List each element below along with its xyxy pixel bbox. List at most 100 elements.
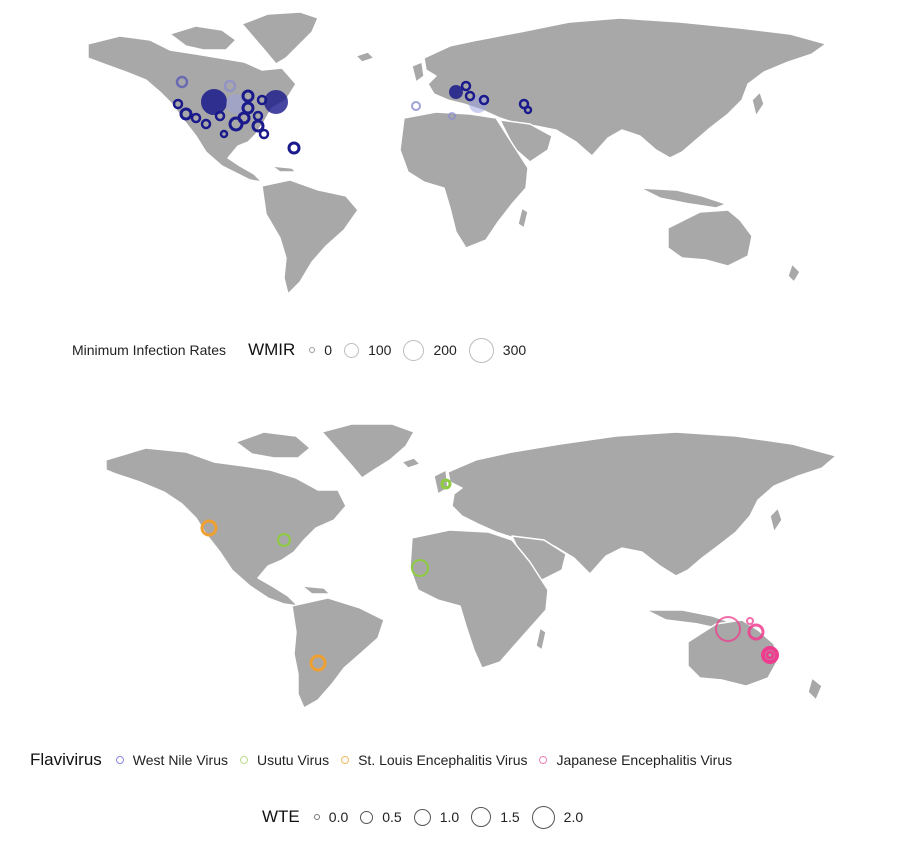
legend-title: WMIR [248,340,296,359]
new-zealand [807,677,823,701]
legend-title: WTE [262,807,300,826]
wnv-point [411,101,421,111]
color-circle-icon [341,756,350,764]
wnv-point [449,85,463,99]
madagascar [517,207,529,229]
iceland [401,457,421,469]
landmass-layer [87,11,827,295]
wnv-point [214,110,226,122]
wnv-point [200,118,212,130]
flavivirus-legend: Flavivirus West Nile Virus Usutu Virus S… [30,748,744,772]
size-key-label: 1.0 [439,809,460,825]
north-america [105,447,347,607]
size-key-label: 300 [502,342,527,358]
wnv-point [523,105,533,115]
size-circle-icon [403,339,425,361]
virus-key-item: Usutu Virus [239,752,330,768]
wte-legend: WTE 0.0 0.5 1.0 1.5 2.0 [262,804,595,830]
world-map-infection-rates [87,11,827,295]
size-circle-icon [309,347,316,353]
size-key-label: 200 [433,342,457,358]
caribbean [301,585,331,595]
size-circle-icon [344,342,360,358]
japan [751,91,765,117]
arctic-islands [169,25,237,51]
new-zealand [787,263,801,283]
virus-key-item: St. Louis Encephalitis Virus [341,752,527,768]
wnv-point [448,112,456,120]
wnv-point [223,79,237,93]
size-key-item: 0 [309,342,332,358]
size-key-item: 100 [344,342,391,358]
world-map-flavivirus [105,423,837,709]
color-circle-icon [539,756,548,764]
wnv-point [518,98,530,110]
size-key-item: 1.5 [471,807,520,827]
size-key-label: 2.0 [563,809,584,825]
wnv-point [264,90,288,114]
virus-key-label: Usutu Virus [256,752,330,768]
australia [667,209,753,267]
south-america [291,597,385,709]
wnv-point [478,94,490,106]
size-circle-icon [313,814,320,820]
greenland [241,11,319,65]
wnv-point [172,98,184,110]
st-louis-point [200,519,218,537]
arctic-islands [235,431,311,459]
size-key-item: 200 [403,339,457,361]
usutu-point [440,478,452,490]
madagascar [535,627,547,651]
virus-key-label: St. Louis Encephalitis Virus [358,752,528,768]
wnv-point [241,101,255,115]
wnv-point [241,89,255,103]
size-circle-icon [471,807,492,827]
iceland [355,51,375,63]
size-key-label: 0.0 [328,809,349,825]
british-isles [411,61,425,83]
wnv-point [251,119,265,133]
size-key-label: 0.5 [382,809,402,825]
japan [769,507,783,533]
size-key-label: 1.5 [500,809,520,825]
usutu-point [411,559,429,577]
africa [409,529,549,669]
wnv-point [226,94,246,114]
size-key-label: 100 [368,342,392,358]
usutu-point [277,533,291,547]
legend-title: Flavivirus [30,750,102,769]
color-circle-icon [115,756,124,764]
caribbean [271,165,297,173]
virus-key-item: West Nile Virus [115,752,228,768]
north-america [87,35,297,183]
virus-key-item: Japanese Encephalitis Virus [539,752,732,768]
japanese-point [715,616,741,642]
japanese-point [746,617,754,625]
virus-key-label: Japanese Encephalitis Virus [556,752,733,768]
color-circle-icon [239,756,248,764]
infection-rate-points [172,75,533,155]
flavivirus-points [200,478,779,672]
size-circle-icon [531,805,555,829]
size-key-label: 0 [324,342,333,358]
wnv-point [258,128,270,140]
size-key-item: 2.0 [531,805,584,829]
virus-key-label: West Nile Virus [132,752,228,768]
size-circle-icon [413,808,431,826]
landmass-layer [105,423,837,709]
japanese-point [747,623,765,641]
wnv-point [256,94,268,106]
wnv-point [287,141,301,155]
greenland [321,423,415,479]
wnv-point [464,90,476,102]
south-america [261,179,359,295]
size-key-item: 0.0 [313,809,349,825]
africa [399,111,529,249]
wmir-legend: Minimum Infection Rates WMIR 0 100 200 3… [72,337,538,363]
size-key-item: 0.5 [360,809,402,825]
legend-caption: Minimum Infection Rates [72,342,227,358]
japanese-point [761,646,779,664]
size-circle-icon [360,810,374,824]
wnv-point [219,129,229,139]
wnv-point [179,107,193,121]
